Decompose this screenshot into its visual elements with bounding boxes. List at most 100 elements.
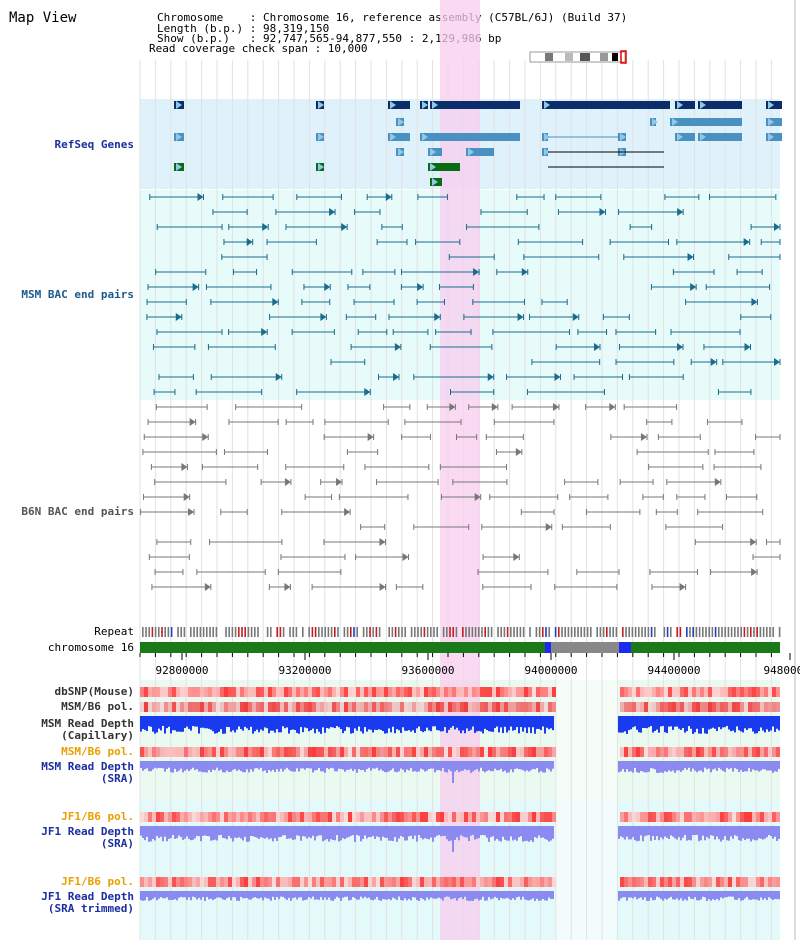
depth-bar xyxy=(520,826,522,837)
depth-bar xyxy=(320,716,322,734)
depth-bar xyxy=(772,891,774,900)
heat-cell xyxy=(240,877,244,887)
depth-bar xyxy=(500,891,502,898)
heat-cell xyxy=(520,747,524,757)
heat-cell xyxy=(756,702,760,712)
depth-bar xyxy=(508,761,510,773)
depth-bar xyxy=(376,761,378,768)
depth-bar xyxy=(280,761,282,769)
depth-bar xyxy=(458,761,460,773)
heat-cell xyxy=(248,747,252,757)
depth-bar xyxy=(204,761,206,773)
heat-cell xyxy=(664,702,668,712)
heat-cell xyxy=(408,702,412,712)
strand-arrow xyxy=(402,553,409,561)
depth-bar xyxy=(350,891,352,900)
track-label-b6n-bac[interactable]: B6N BAC end pairs xyxy=(21,505,134,518)
heat-cell xyxy=(200,877,204,887)
depth-bar xyxy=(414,716,416,733)
heat-cell xyxy=(748,812,752,822)
depth-bar xyxy=(664,761,666,772)
depth-bar xyxy=(754,761,756,771)
depth-bar xyxy=(720,761,722,770)
repeat-mark xyxy=(580,627,582,637)
depth-bar xyxy=(366,826,368,839)
depth-bar xyxy=(290,716,292,731)
heat-cell xyxy=(192,812,196,822)
depth-bar xyxy=(186,761,188,770)
depth-bar xyxy=(356,761,358,773)
depth-bar xyxy=(622,761,624,770)
track-label-msm-bac[interactable]: MSM BAC end pairs xyxy=(21,288,134,301)
heat-cell xyxy=(720,812,724,822)
depth-bar xyxy=(762,761,764,770)
depth-bar xyxy=(402,891,404,901)
heat-cell xyxy=(648,747,652,757)
depth-bar xyxy=(646,761,648,773)
strand-arrow xyxy=(743,238,750,246)
heat-cell xyxy=(180,747,184,757)
depth-bar xyxy=(280,826,282,837)
strand-arrow xyxy=(474,493,481,501)
depth-bar xyxy=(394,826,396,837)
heat-cell xyxy=(236,702,240,712)
heat-cell xyxy=(700,877,704,887)
heat-cell xyxy=(552,687,556,697)
depth-bar xyxy=(642,891,644,900)
heat-cell xyxy=(420,877,424,887)
depth-bar xyxy=(692,891,694,900)
heat-cell xyxy=(288,687,292,697)
heat-cell xyxy=(372,877,376,887)
track-label-refseq[interactable]: RefSeq Genes xyxy=(54,138,134,151)
repeat-mark xyxy=(241,627,243,637)
depth-bar xyxy=(708,716,710,730)
depth-bar xyxy=(704,826,706,841)
strand-arrow xyxy=(432,101,438,109)
heat-cell xyxy=(324,702,328,712)
depth-bar xyxy=(184,761,186,771)
strand-arrow xyxy=(379,583,386,591)
depth-bar xyxy=(436,891,438,899)
repeat-mark xyxy=(356,627,358,637)
heat-cell xyxy=(456,877,460,887)
depth-bar xyxy=(640,716,642,733)
depth-bar xyxy=(434,716,436,727)
depth-bar xyxy=(338,826,340,842)
heat-cell xyxy=(208,877,212,887)
depth-bar xyxy=(164,891,166,899)
depth-bar xyxy=(668,716,670,727)
repeat-mark xyxy=(199,627,202,637)
heat-cell xyxy=(524,877,528,887)
depth-bar xyxy=(166,891,168,898)
depth-bar xyxy=(630,716,632,730)
heat-cell xyxy=(484,702,488,712)
heat-cell xyxy=(384,812,388,822)
heat-cell xyxy=(300,702,304,712)
depth-bar xyxy=(504,891,506,899)
heat-cell xyxy=(404,702,408,712)
depth-bar xyxy=(226,761,228,771)
heat-cell xyxy=(512,702,516,712)
depth-bar xyxy=(714,716,716,729)
heat-cell xyxy=(524,812,528,822)
heat-cell xyxy=(276,747,280,757)
depth-bar xyxy=(422,891,424,900)
depth-bar xyxy=(202,826,204,836)
heat-cell xyxy=(540,702,544,712)
depth-bar xyxy=(338,716,340,728)
heat-cell xyxy=(488,747,492,757)
depth-bar xyxy=(142,716,144,730)
depth-bar xyxy=(202,761,204,773)
heat-cell xyxy=(280,702,284,712)
depth-bar xyxy=(254,761,256,769)
gene-exon xyxy=(698,133,742,141)
depth-bar xyxy=(206,891,208,897)
depth-bar xyxy=(636,716,638,730)
depth-bar xyxy=(228,761,230,773)
depth-bar xyxy=(238,761,240,770)
depth-bar xyxy=(348,761,350,770)
gene-exon xyxy=(388,101,410,109)
depth-bar xyxy=(246,761,248,770)
